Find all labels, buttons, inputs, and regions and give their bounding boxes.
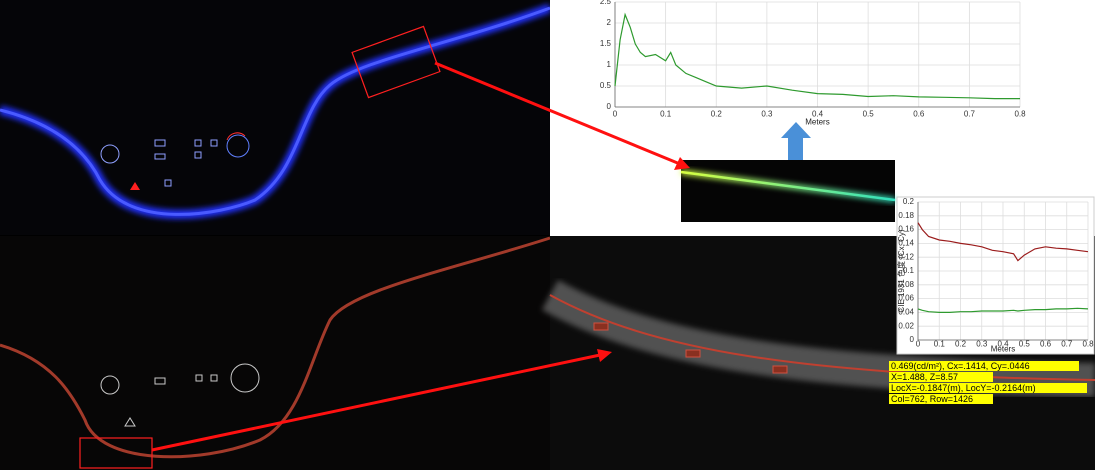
y-tick-label: 0: [910, 335, 915, 344]
x-tick-label: 0.1: [660, 109, 672, 118]
data-line: [917, 307, 1089, 313]
x-tick-label: 0.8: [1082, 340, 1094, 349]
pointer-head: [674, 157, 690, 170]
y-tick-label: 0.12: [898, 252, 914, 261]
y-tick-label: 0.1: [903, 266, 915, 275]
y-tick-label: 0.16: [898, 225, 914, 234]
x-tick-label: 0.2: [955, 340, 967, 349]
annotations: 0.469(cd/m²), Cx=.1414, Cy=.0446X=1.488,…: [889, 361, 1087, 404]
y-tick-label: 2: [607, 18, 612, 27]
y-tick-label: 1.5: [600, 39, 612, 48]
pointer-arrow-red: [151, 353, 601, 452]
y-axis-label: CIE 1931 色度 (Cx, Cy): [896, 229, 906, 312]
x-tick-label: 0.4: [812, 109, 824, 118]
y-tick-label: 0: [607, 102, 612, 111]
y-tick-label: 1: [607, 60, 612, 69]
annotation-bg: [889, 372, 993, 382]
sample-marks: [593, 322, 788, 374]
control-panel-red: [100, 363, 260, 427]
annotation: Col=762, Row=1426: [891, 394, 973, 404]
x-tick-label: 0.1: [934, 340, 946, 349]
y-tick-label: 0.08: [898, 280, 914, 289]
control-panel: [100, 132, 250, 187]
annotation-bg: [889, 383, 1087, 393]
y-tick-label: 0.02: [898, 321, 914, 330]
data-line: [614, 12, 1020, 100]
x-axis-label: Meters: [991, 345, 1015, 354]
pointer-head-red: [597, 349, 612, 362]
x-tick-label: 0: [916, 340, 921, 349]
annotation-bg: [889, 394, 993, 404]
red-strip: [0, 236, 551, 459]
y-tick-label: 0.2: [903, 197, 915, 206]
x-tick-label: 0.5: [1019, 340, 1031, 349]
y-tick-label: 2.5: [600, 0, 612, 6]
y-tick-label: 0.18: [898, 211, 914, 220]
highlight-box-red: [79, 437, 153, 469]
inset-strip: [680, 170, 896, 202]
data-line: [917, 222, 1089, 262]
x-tick-label: 0.7: [1061, 340, 1073, 349]
photo-red: [0, 236, 550, 470]
annotation: LocX=-0.1847(m), LocY=-0.2164(m): [891, 383, 1036, 393]
y-tick-label: 0.04: [898, 308, 914, 317]
highlight-box: [351, 25, 441, 99]
up-arrow: [781, 122, 811, 160]
blue-strip: [0, 6, 551, 216]
zoom-inset: [681, 160, 895, 222]
hazard-icon: [130, 182, 140, 190]
x-tick-label: 0.6: [1040, 340, 1052, 349]
y-tick-label: 0.06: [898, 294, 914, 303]
x-tick-label: 0.5: [863, 109, 875, 118]
x-tick-label: 0.6: [913, 109, 925, 118]
x-axis-label: Meters: [805, 117, 829, 126]
x-tick-label: 0.4: [997, 340, 1009, 349]
x-tick-label: 0.7: [964, 109, 976, 118]
x-tick-label: 0.3: [761, 109, 773, 118]
chart-box: [896, 196, 1095, 355]
x-tick-label: 0: [613, 109, 618, 118]
y-tick-label: 0.14: [898, 239, 914, 248]
x-tick-label: 0.3: [976, 340, 988, 349]
pointer-arrow: [434, 61, 681, 166]
annotation: 0.469(cd/m²), Cx=.1414, Cy=.0446: [891, 361, 1030, 371]
annotation-bg: [889, 361, 1079, 371]
x-tick-label: 0.8: [1014, 109, 1026, 118]
annotation: X=1.488, Z=8.57: [891, 372, 958, 382]
y-tick-label: 0.5: [600, 81, 612, 90]
x-tick-label: 0.2: [711, 109, 723, 118]
